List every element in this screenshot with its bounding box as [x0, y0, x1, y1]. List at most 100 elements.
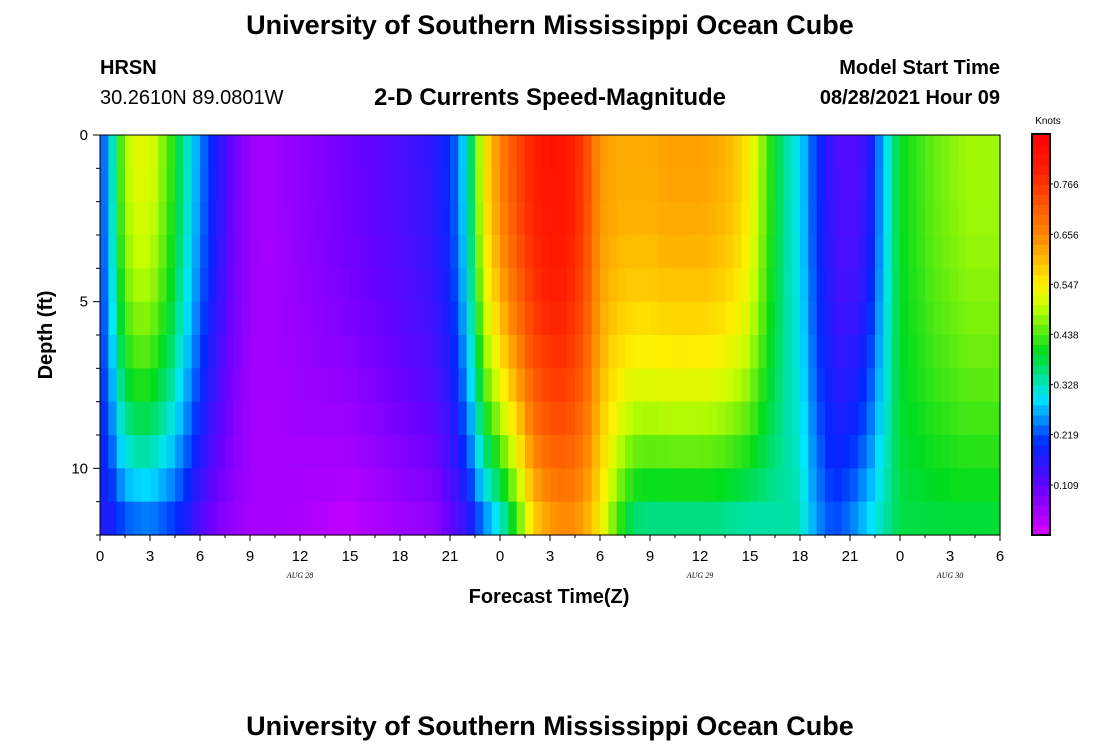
heatmap-cell [800, 301, 809, 336]
heatmap-cell [700, 401, 709, 436]
heatmap-cell [241, 435, 251, 469]
heatmap-cell [658, 335, 668, 369]
heatmap-cell [316, 435, 326, 469]
heatmap-cell [175, 268, 184, 303]
colorbar-segment [1032, 494, 1050, 506]
colorbar-segment [1032, 334, 1050, 346]
heatmap-cell [608, 201, 618, 236]
heatmap-cell [458, 135, 468, 169]
heatmap-cell [841, 401, 851, 436]
heatmap-cell [608, 435, 618, 469]
heatmap-cell [241, 335, 251, 369]
heatmap-cell [483, 501, 493, 536]
heatmap-cell [641, 235, 651, 269]
heatmap-cell [916, 135, 926, 169]
heatmap-cell [116, 368, 126, 403]
heatmap-cell [400, 401, 409, 436]
heatmap-cell [100, 301, 109, 336]
heatmap-cell [925, 468, 934, 503]
station-name: HRSN [100, 57, 157, 79]
heatmap-cell [275, 401, 284, 436]
heatmap-cell [308, 368, 318, 403]
heatmap-cell [241, 501, 251, 536]
heatmap-cell [241, 168, 251, 203]
colorbar-segment [1032, 434, 1050, 446]
heatmap-cell [533, 135, 543, 169]
colorbar-segment [1032, 484, 1050, 496]
heatmap-cell [133, 368, 143, 403]
heatmap-cell [758, 168, 768, 203]
heatmap-cell [833, 335, 843, 369]
heatmap-cell [800, 335, 809, 369]
heatmap-cell [116, 235, 126, 269]
heatmap-cell [258, 335, 268, 369]
heatmap-cell [133, 201, 143, 236]
heatmap-cell [241, 301, 251, 336]
heatmap-cell [475, 335, 484, 369]
heatmap-cell [758, 468, 768, 503]
heatmap-cell [483, 435, 493, 469]
heatmap-cell [616, 168, 626, 203]
heatmap-cell [733, 501, 743, 536]
heatmap-cell [216, 235, 226, 269]
heatmap-cell [158, 468, 168, 503]
heatmap-cell [458, 268, 468, 303]
date-labels: AUG 28 AUG 29 AUG 30 [286, 571, 963, 580]
heatmap-cell [558, 468, 568, 503]
heatmap-cell [466, 468, 476, 503]
heatmap-cell [966, 435, 976, 469]
heatmap-cell [991, 368, 1001, 403]
heatmap-cell [125, 301, 134, 336]
heatmap-cell [341, 335, 351, 369]
heatmap-cell [366, 401, 376, 436]
heatmap-cell [691, 501, 701, 536]
heatmap-cell [450, 235, 459, 269]
heatmap-cell [858, 368, 868, 403]
heatmap-cell [291, 335, 301, 369]
heatmap-cell [975, 401, 984, 436]
heatmap-cell [566, 235, 576, 269]
heatmap-cell [591, 368, 601, 403]
heatmap-cell [541, 135, 551, 169]
heatmap-cell [583, 335, 593, 369]
heatmap-cell [833, 468, 843, 503]
heatmap-cell [166, 468, 176, 503]
heatmap-cell [383, 168, 393, 203]
heatmap-cell [341, 235, 351, 269]
heatmap-cell [583, 268, 593, 303]
heatmap-cell [858, 468, 868, 503]
x-tick-label: 21 [442, 548, 459, 565]
heatmap-cell [916, 368, 926, 403]
heatmap-cell [450, 135, 459, 169]
heatmap-cell [475, 201, 484, 236]
heatmap-cell [433, 268, 443, 303]
heatmap-cell [733, 201, 743, 236]
heatmap-cell [741, 335, 751, 369]
heatmap-cell [766, 301, 776, 336]
heatmap-cell [700, 201, 709, 236]
heatmap-cell [866, 301, 876, 336]
heatmap-cell [900, 301, 909, 336]
heatmap-cell [591, 468, 601, 503]
heatmap-cell [591, 268, 601, 303]
x-tick-label: 6 [996, 548, 1004, 565]
heatmap-cell [675, 501, 684, 536]
heatmap-cell [800, 435, 809, 469]
colorbar-segment [1032, 514, 1050, 526]
heatmap-cell [816, 301, 826, 336]
heatmap-cell [458, 435, 468, 469]
heatmap-cell [750, 435, 759, 469]
heatmap-cell [866, 368, 876, 403]
heatmap-cell [850, 368, 859, 403]
heatmap-cell [375, 401, 384, 436]
heatmap-cell [775, 501, 784, 536]
heatmap-cell [566, 301, 576, 336]
heatmap-cell [325, 435, 334, 469]
heatmap-cell [383, 468, 393, 503]
heatmap-cell [808, 268, 818, 303]
heatmap-cell [141, 301, 151, 336]
heatmap-cell [258, 235, 268, 269]
heatmap-cell [483, 268, 493, 303]
heatmap-cell [508, 168, 518, 203]
heatmap-cell [141, 401, 151, 436]
